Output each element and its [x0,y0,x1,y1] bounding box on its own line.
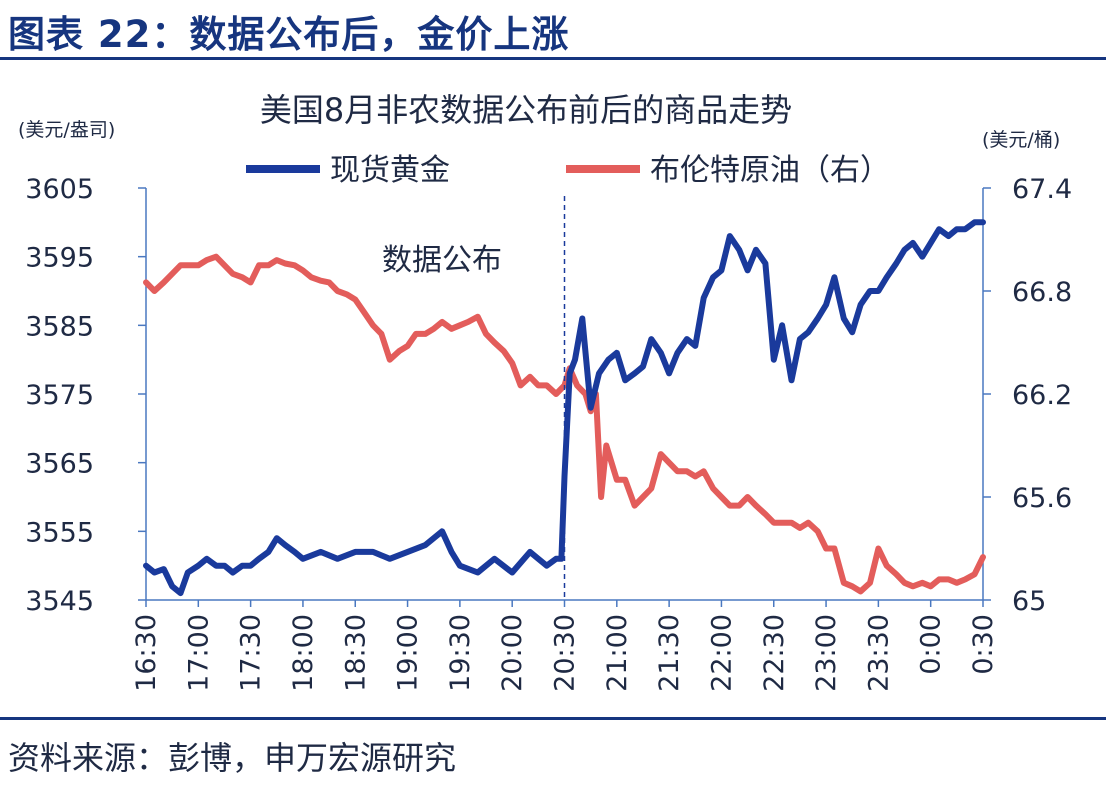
footer-rule [0,717,1106,720]
x-tick-label: 20:30 [550,614,581,692]
annotation-label: 数据公布 [382,243,502,278]
x-tick-label: 0:30 [968,614,999,675]
left-tick-label: 3565 [25,449,94,480]
left-tick-label: 3595 [25,243,94,274]
x-tick-label: 23:00 [811,614,842,692]
right-tick-label: 65.6 [1012,483,1072,514]
right-tick-label: 65 [1012,586,1046,617]
legend-label-gold: 现货黄金 [330,153,450,188]
left-axis-unit: (美元/盎司) [18,119,115,141]
right-axis-unit: (美元/桶) [982,129,1060,151]
x-tick-label: 18:00 [288,614,319,692]
x-tick-label: 23:30 [863,614,894,692]
chart: 美国8月非农数据公布前后的商品走势 (美元/盎司) (美元/桶) 现货黄金 布伦… [18,91,1072,692]
header-rule [0,57,1106,60]
annotation-layer: 数据公布 [382,196,566,600]
x-tick-label: 17:30 [236,614,267,692]
x-tick-label: 19:00 [393,614,424,692]
left-tick-label: 3585 [25,311,94,342]
axes: 3605 3595 3585 3575 3565 3555 3545 67.4 66.8 66.2… [25,174,1072,692]
x-tick-label: 20:00 [497,614,528,692]
series-layer [143,219,986,597]
x-tick-label: 19:30 [445,614,476,692]
figure-heading: 图表 22：数据公布后，金价上涨 [8,13,570,56]
left-tick-label: 3575 [25,380,94,411]
source-note: 资料来源：彭博，申万宏源研究 [8,739,457,777]
left-tick-label: 3545 [25,586,94,617]
left-tick-label: 3555 [25,517,94,548]
x-tick-label: 17:00 [183,614,214,692]
series-line-gold [143,219,986,597]
right-tick-label: 67.4 [1012,174,1072,205]
chart-title: 美国8月非农数据公布前后的商品走势 [260,91,792,129]
x-tick-label: 18:30 [340,614,371,692]
x-tick-label: 21:00 [602,614,633,692]
right-tick-label: 66.8 [1012,277,1072,308]
x-tick-label: 21:30 [654,614,685,692]
left-tick-label: 3605 [25,174,94,205]
x-tick-label: 22:00 [706,614,737,692]
x-tick-label: 22:30 [759,614,790,692]
right-tick-label: 66.2 [1012,380,1072,411]
legend-label-brent: 布伦特原油（右） [650,153,890,188]
x-tick-label: 16:30 [131,614,162,692]
legend: 现货黄金 布伦特原油（右） [246,153,890,188]
x-tick-label: 0:00 [916,614,947,675]
figure-header: 图表 22：数据公布后，金价上涨 [0,0,1106,58]
